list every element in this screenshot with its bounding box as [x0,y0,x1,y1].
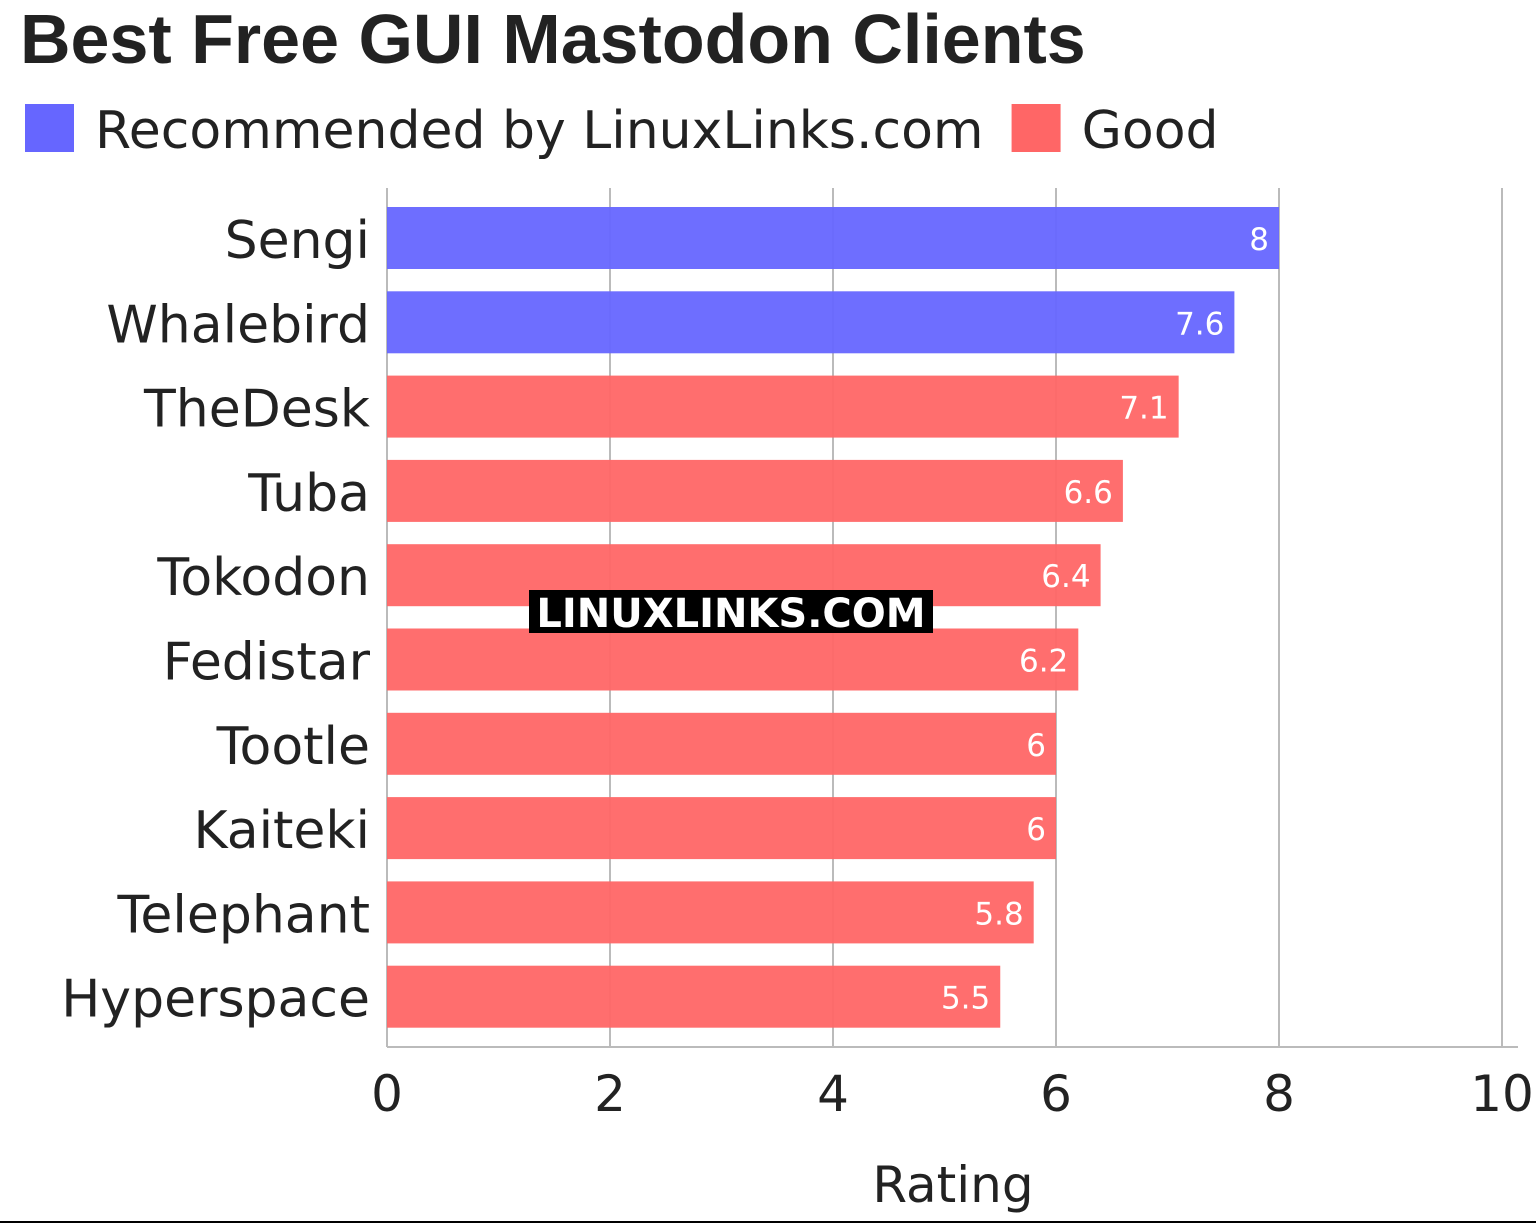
x-tick-label: 6 [1040,1065,1072,1123]
category-label: Sengi [225,211,370,271]
x-tick-label: 2 [594,1065,626,1123]
x-tick-label: 10 [1470,1065,1534,1123]
category-label: TheDesk [143,380,370,440]
bar [387,712,1056,775]
category-label: Whalebird [106,295,370,355]
data-label: 6 [1026,728,1046,764]
legend-swatch [1011,104,1061,152]
legend-swatch [25,104,74,152]
bar [387,881,1034,944]
watermark: LINUXLINKS.COM [529,590,933,637]
category-label: Fedistar [163,633,371,693]
chart-title: Best Free GUI Mastodon Clients [20,0,1086,78]
x-axis-label: Rating [872,1156,1033,1214]
category-label: Telephant [116,885,370,945]
legend: Recommended by LinuxLinks.com Good [25,101,1219,161]
bar [387,965,1001,1028]
category-label: Tootle [216,717,370,777]
legend-label: Recommended by LinuxLinks.com [95,101,984,161]
data-label: 5.8 [974,896,1023,932]
legend-label: Good [1082,101,1219,161]
category-label: Kaiteki [194,801,370,861]
category-label: Hyperspace [61,970,370,1030]
x-tick-label: 0 [371,1065,403,1123]
bar [387,628,1079,691]
bar [387,375,1179,438]
watermark-text: LINUXLINKS.COM [536,591,925,637]
category-label: Tuba [247,464,370,524]
bar [387,797,1056,860]
data-label: 7.1 [1119,391,1168,427]
category-labels: Sengi Whalebird TheDesk Tuba Tokodon Fedistar… [61,211,370,1030]
x-ticks: 0 2 4 6 8 10 [371,1065,1534,1123]
bar [387,459,1123,522]
data-label: 6.4 [1041,559,1090,595]
category-label: Tokodon [156,548,370,608]
data-label: 7.6 [1175,306,1224,342]
bars: 8 7.6 7.1 6.6 6.4 6.2 6 6 5.8 5.5 [387,207,1279,1028]
data-label: 6.6 [1064,475,1113,511]
x-tick-label: 8 [1263,1065,1295,1123]
data-label: 8 [1249,222,1269,258]
data-label: 5.5 [941,981,990,1017]
x-tick-label: 4 [817,1065,849,1123]
bar [387,207,1279,269]
data-label: 6.2 [1019,644,1068,680]
bar [387,291,1235,354]
data-label: 6 [1026,812,1046,848]
